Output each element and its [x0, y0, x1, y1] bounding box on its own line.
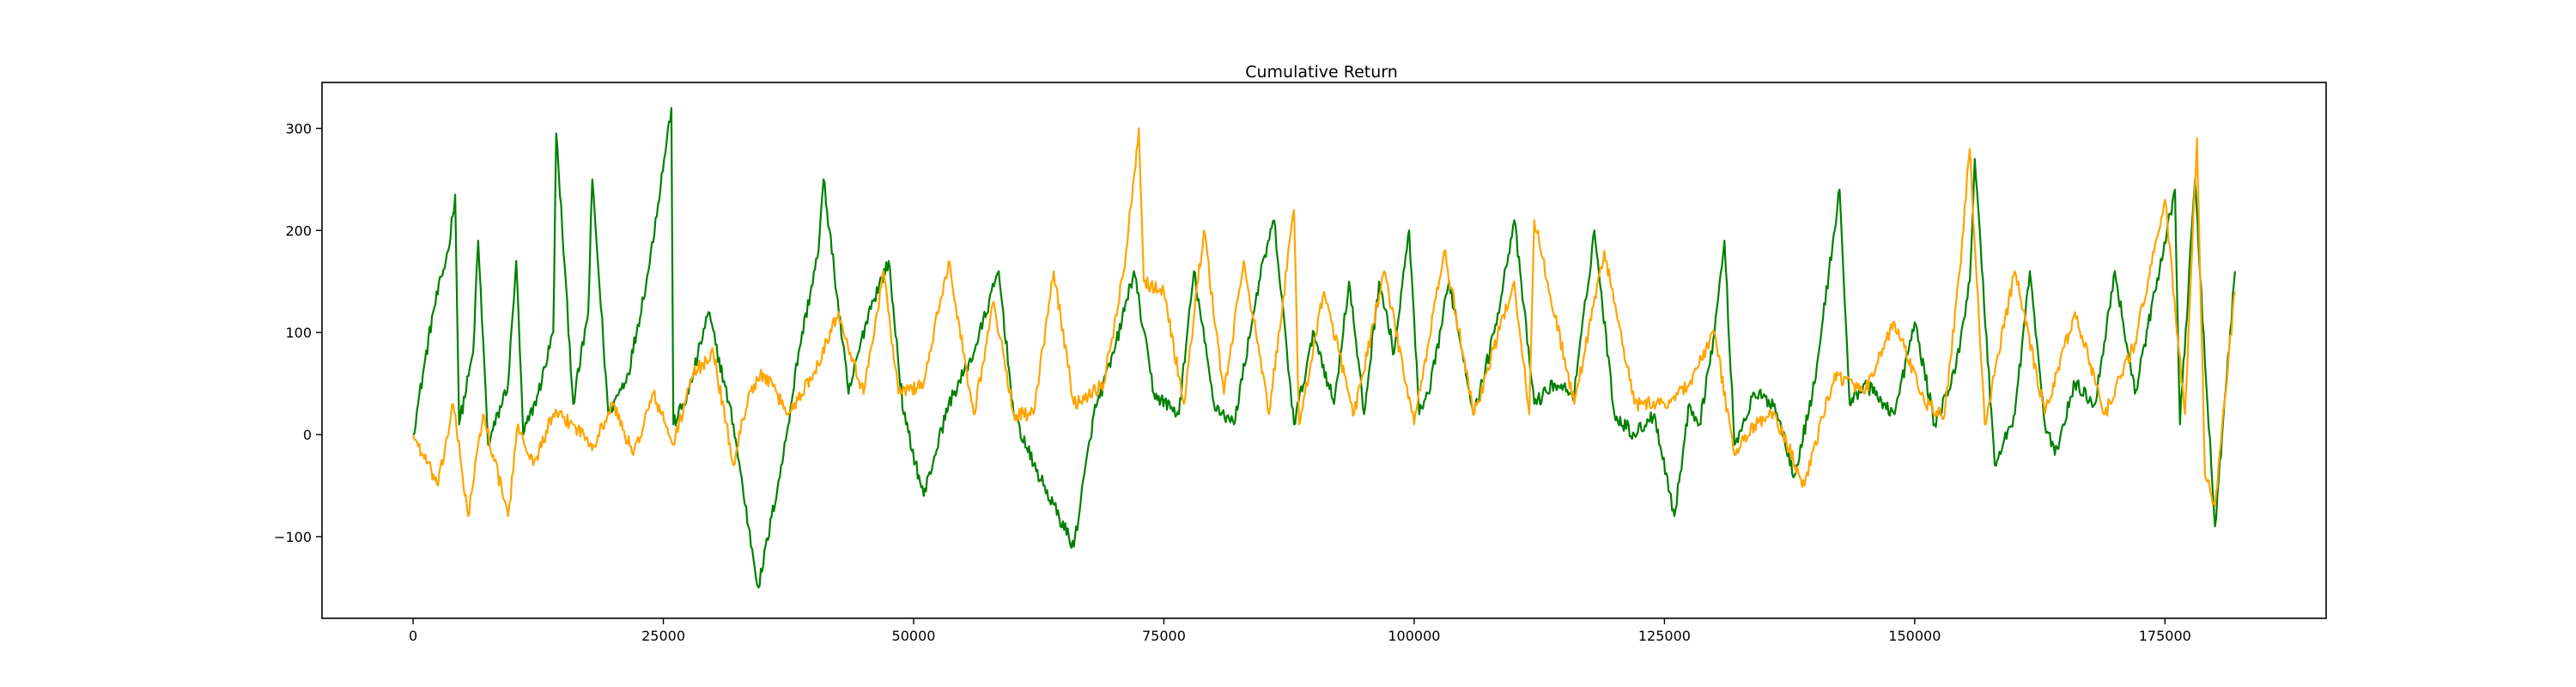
- y-tick-label: 300: [285, 120, 312, 137]
- x-tick-label: 25000: [641, 628, 685, 644]
- x-tick-label: 175000: [2139, 628, 2191, 644]
- y-tick-label: 0: [303, 427, 312, 443]
- x-tick-label: 125000: [1638, 628, 1691, 644]
- x-tick-label: 50000: [892, 628, 936, 644]
- y-tick-label: −100: [274, 529, 312, 545]
- y-tick-label: 100: [285, 325, 312, 341]
- series-layer: [412, 106, 2236, 589]
- series-line-2: [412, 127, 2236, 518]
- plot-area-frame: [321, 82, 2327, 619]
- chart-title: Cumulative Return: [1245, 63, 1398, 82]
- y-tick-label: 200: [285, 222, 312, 239]
- x-tick-label: 0: [409, 628, 417, 644]
- x-tick-label: 150000: [1888, 628, 1941, 644]
- x-tick-label: 100000: [1388, 628, 1440, 644]
- x-tick-label: 75000: [1142, 628, 1186, 644]
- y-axis: −100 0 100 200 300: [274, 120, 322, 545]
- x-axis: 0 25000 50000 75000 100000 125000 150000 175000: [409, 618, 2191, 644]
